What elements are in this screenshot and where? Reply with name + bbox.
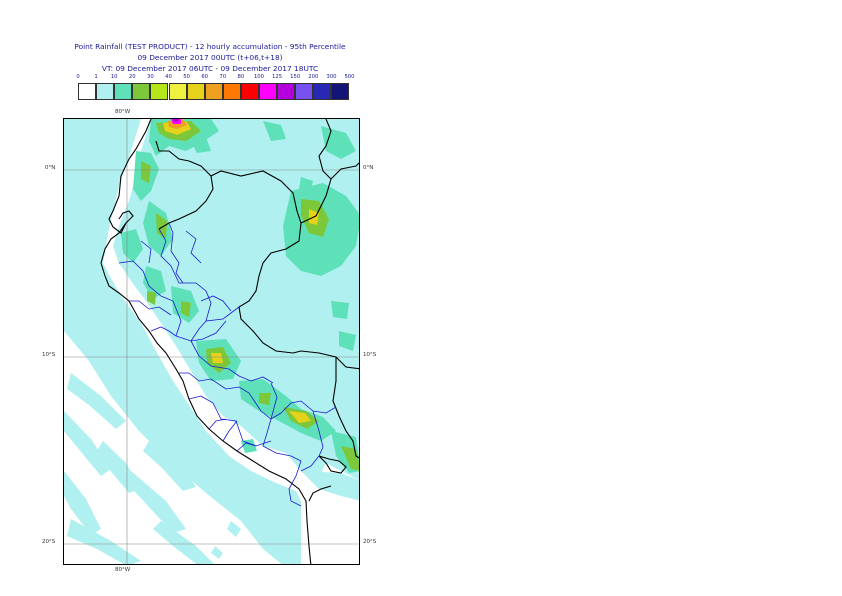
lat-label-20-right: 20°S: [363, 539, 377, 545]
legend-color-swatch: [96, 83, 115, 100]
legend-color-swatch: [150, 83, 169, 100]
legend-tick-label: 200: [308, 74, 319, 80]
legend-tick-label: 100: [253, 74, 265, 80]
legend-color-swatch: [259, 83, 278, 100]
legend-color-swatch: [240, 83, 259, 100]
country-borders: [100, 119, 359, 564]
title-product: Point Rainfall (TEST PRODUCT) - 12 hourl…: [74, 42, 346, 51]
legend-tick-label: 60: [201, 74, 209, 80]
legend-color-swatch: [78, 83, 97, 100]
region-boundaries: [118, 222, 337, 507]
legend-tick-label: 80: [237, 74, 245, 80]
legend-tick-label: 1: [94, 74, 98, 80]
legend-color-swatch: [168, 83, 187, 100]
legend-tick-label: 125: [272, 74, 283, 80]
legend-color-swatch: [114, 83, 133, 100]
legend-tick-label: 0: [76, 74, 80, 80]
lon-label-bottom: 80°W: [115, 567, 131, 573]
legend-color-swatch: [331, 83, 350, 100]
rain-extreme: [168, 119, 187, 129]
rainfall-map: [63, 118, 360, 565]
lat-label-20-left: 20°S: [42, 539, 56, 545]
lat-label-10-right: 10°S: [363, 352, 377, 358]
legend-color-swatch: [277, 83, 296, 100]
legend-tick-label: 20: [128, 74, 136, 80]
title-base-time: 09 December 2017 00UTC (t+06,t+18): [137, 53, 283, 62]
map-canvas: [64, 119, 359, 564]
ocean-rain-band: [64, 119, 301, 564]
legend-color-swatch: [186, 83, 205, 100]
lat-label-0-left: 0°N: [45, 165, 56, 171]
lon-label-top: 80°W: [115, 109, 131, 115]
legend-color-swatch: [295, 83, 314, 100]
legend-tick-label: 70: [219, 74, 227, 80]
legend-color-swatch: [204, 83, 223, 100]
lat-label-10-left: 10°S: [42, 352, 56, 358]
legend-tick-label: 50: [183, 74, 190, 80]
legend-tick-label: 300: [326, 74, 337, 80]
graticule: [64, 119, 359, 564]
title-valid-time: VT: 09 December 2017 06UTC - 09 December…: [101, 64, 319, 73]
legend-tick-label: 10: [110, 74, 118, 80]
legend-color-swatch: [222, 83, 241, 100]
legend-tick-label: 500: [344, 74, 355, 80]
legend-tick-label: 40: [165, 74, 172, 80]
legend-color-swatch: [313, 83, 332, 100]
legend-color-swatch: [132, 83, 151, 100]
lat-label-0-right: 0°N: [363, 165, 374, 171]
legend-tick-label: 30: [147, 74, 154, 80]
legend-tick-label: 150: [290, 74, 301, 80]
